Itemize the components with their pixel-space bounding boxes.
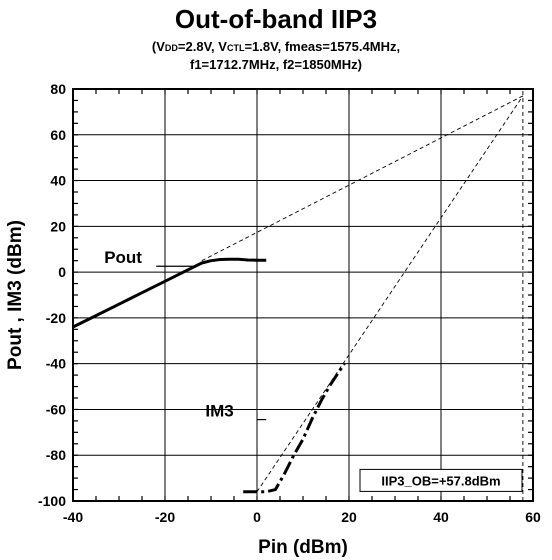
y-axis-label: Pout , IM3 (dBm) xyxy=(5,220,26,370)
extrapolation-line xyxy=(256,95,524,493)
y-tick-label: -40 xyxy=(46,356,66,372)
y-tick-label: -80 xyxy=(46,447,66,463)
chart-subtitle-line2: f1=1712.7MHz, f2=1850MHz) xyxy=(190,57,362,72)
annotation-label-im3: IM3 xyxy=(205,402,233,421)
y-tick-label: -100 xyxy=(38,493,66,509)
annotation-iip3: IIP3_OB=+57.8dBm xyxy=(381,473,500,488)
y-tick-label: -20 xyxy=(46,310,66,326)
plot-frame xyxy=(72,88,534,502)
subtitle-part: (V xyxy=(151,39,165,54)
subtitle-subscript-dd: DD xyxy=(164,43,178,53)
extrapolation-line xyxy=(201,95,524,262)
subtitle-part: =2.8V, V xyxy=(177,39,227,54)
series-im3 xyxy=(243,362,346,494)
x-tick-label: 40 xyxy=(433,509,449,525)
x-axis-label: Pin (dBm) xyxy=(258,537,348,558)
y-tick-label: 80 xyxy=(50,81,66,97)
series-pout xyxy=(72,257,267,329)
chart-subtitle-line1: (VDD=2.8V, VCTL=1.8V, fmeas=1575.4MHz, xyxy=(0,38,552,57)
annotation-label-pout: Pout xyxy=(104,248,142,267)
y-tick-label: 20 xyxy=(50,218,66,234)
x-tick-label: -40 xyxy=(63,509,83,525)
annotation-box xyxy=(359,468,523,492)
y-tick-label: -60 xyxy=(46,401,66,417)
chart-title: Out-of-band IIP3 xyxy=(174,4,378,34)
y-tick-label: 60 xyxy=(50,127,66,143)
x-tick-label: 0 xyxy=(253,509,261,525)
y-tick-label: 0 xyxy=(58,264,66,280)
subtitle-part: =1.8V, fmeas=1575.4MHz, xyxy=(244,39,401,54)
x-tick-label: 60 xyxy=(525,509,541,525)
subtitle-subscript-ctl: CTL xyxy=(226,43,245,53)
x-tick-label: -20 xyxy=(155,509,175,525)
y-tick-label: 40 xyxy=(50,173,66,189)
x-tick-label: 20 xyxy=(341,509,357,525)
